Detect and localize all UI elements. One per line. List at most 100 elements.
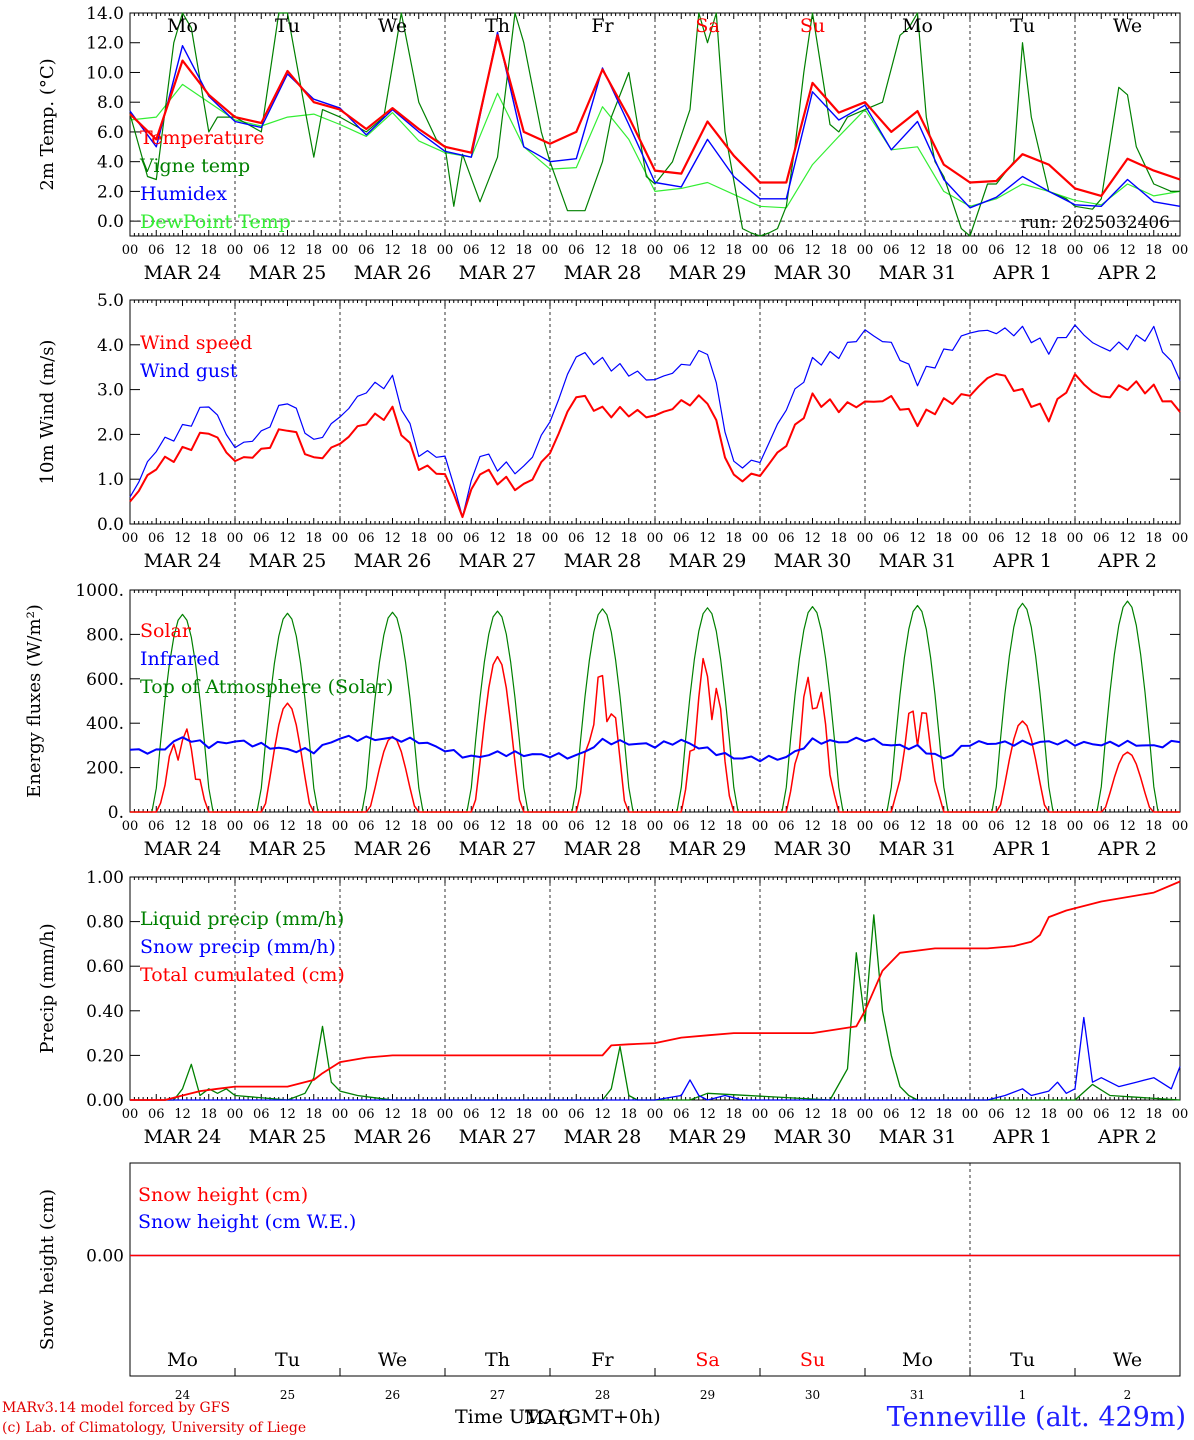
hour-tick-label: 06 [778,531,795,546]
hour-tick-label: 06 [778,819,795,834]
wind-y-axis-label: 10m Wind (m/s) [37,340,58,485]
solar-line [130,655,1180,813]
hour-tick-label: 12 [174,1107,191,1122]
y-tick-label: 0.80 [86,913,124,933]
hour-tick-label: 06 [1093,243,1110,258]
energy-legend-entry: Top of Atmosphere (Solar) [140,676,393,698]
hour-tick-label: 12 [1014,243,1031,258]
time-axis-label: Time UTC (GMT+0h) [455,1406,661,1428]
hour-tick-label: 00 [647,243,664,258]
date-label: MAR 29 [669,1126,747,1148]
hour-tick-label: 12 [174,819,191,834]
hour-tick-label: 18 [1145,1107,1162,1122]
hour-tick-label: 12 [489,243,506,258]
hour-tick-label: 18 [935,243,952,258]
hour-tick-label: 12 [594,531,611,546]
hour-tick-label: 12 [594,819,611,834]
month-label: MAR [524,1407,572,1429]
date-label: MAR 26 [354,1126,432,1148]
hour-tick-label: 18 [1040,531,1057,546]
hour-tick-label: 18 [200,1107,217,1122]
y-tick-label: 0.0 [97,212,124,232]
hour-tick-label: 18 [515,531,532,546]
date-label: MAR 25 [249,550,327,572]
date-label: MAR 28 [564,838,642,860]
hour-tick-label: 06 [988,243,1005,258]
temp-legend-entry: Humidex [140,183,227,205]
precip-legend-entry: Liquid precip (mm/h) [140,908,344,930]
hour-tick-label: 12 [699,243,716,258]
day-number-label: 2 [1124,1388,1132,1402]
date-label: MAR 27 [459,262,537,284]
date-label: MAR 24 [144,1126,222,1148]
hour-tick-label: 06 [883,1107,900,1122]
hour-tick-label: 00 [1172,819,1189,834]
precip-legend-entry: Total cumulated (cm) [140,964,345,986]
date-label: APR 2 [1097,1126,1157,1148]
hour-tick-label: 00 [1172,531,1189,546]
hour-tick-label: 06 [463,531,480,546]
date-label: APR 1 [992,838,1052,860]
hour-tick-label: 00 [227,243,244,258]
day-number-label: 1 [1019,1388,1027,1402]
date-label: MAR 25 [249,838,327,860]
wind-gust-line [129,324,1181,518]
hour-tick-label: 12 [909,819,926,834]
hour-tick-label: 00 [1172,1107,1189,1122]
y-tick-label: 14.0 [86,4,124,24]
y-tick-label: 1.00 [86,868,124,888]
hour-tick-label: 06 [778,1107,795,1122]
weekday-label: Mo [167,15,198,37]
weekday-label-bottom: Tu [1010,1349,1035,1371]
hour-tick-label: 12 [699,1107,716,1122]
hour-tick-label: 12 [699,819,716,834]
hour-tick-label: 06 [463,1107,480,1122]
hour-tick-label: 12 [279,819,296,834]
date-label: APR 1 [992,1126,1052,1148]
hour-tick-label: 18 [935,819,952,834]
hour-tick-label: 00 [542,243,559,258]
precip-legend-entry: Snow precip (mm/h) [140,936,336,958]
y-tick-label: 8.0 [97,93,124,113]
hour-tick-label: 18 [620,819,637,834]
y-tick-label: 1000. [75,581,124,601]
hour-tick-label: 00 [437,819,454,834]
y-tick-label: 0.60 [86,957,124,977]
y-tick-label: 200. [86,759,124,779]
hour-tick-label: 12 [909,1107,926,1122]
hour-tick-label: 18 [830,243,847,258]
hour-tick-label: 06 [673,819,690,834]
date-label: APR 1 [992,550,1052,572]
hour-tick-label: 06 [988,1107,1005,1122]
hour-tick-label: 18 [620,243,637,258]
date-label: APR 1 [992,262,1052,284]
hour-tick-label: 00 [122,243,139,258]
snow-legend-entry: Snow height (cm) [138,1184,308,1206]
weekday-label-bottom: Sa [695,1349,719,1371]
hour-tick-label: 12 [1014,531,1031,546]
hour-tick-label: 12 [279,531,296,546]
day-number-label: 26 [385,1388,400,1402]
vigne-temp-line [129,12,1180,237]
hour-tick-label: 12 [909,531,926,546]
hour-tick-label: 18 [410,531,427,546]
snow-precip-line [130,1016,1181,1101]
weekday-label-bottom: Fr [591,1349,614,1371]
energy-legend-entry: Solar [140,620,192,642]
hour-tick-label: 12 [804,531,821,546]
hour-tick-label: 00 [647,819,664,834]
weekday-label: Sa [695,15,719,37]
hour-tick-label: 00 [122,1107,139,1122]
hour-tick-label: 12 [279,243,296,258]
infrared-line [129,734,1181,763]
hour-tick-label: 18 [200,819,217,834]
temp-y-axis-label: 2m Temp. (°C) [37,58,58,190]
day-number-label: 30 [805,1388,820,1402]
hour-tick-label: 18 [620,531,637,546]
hour-tick-label: 18 [725,531,742,546]
snow-legend-entry: Snow height (cm W.E.) [138,1211,356,1233]
hour-tick-label: 00 [227,531,244,546]
hour-tick-label: 06 [1093,819,1110,834]
hour-tick-label: 00 [437,1107,454,1122]
